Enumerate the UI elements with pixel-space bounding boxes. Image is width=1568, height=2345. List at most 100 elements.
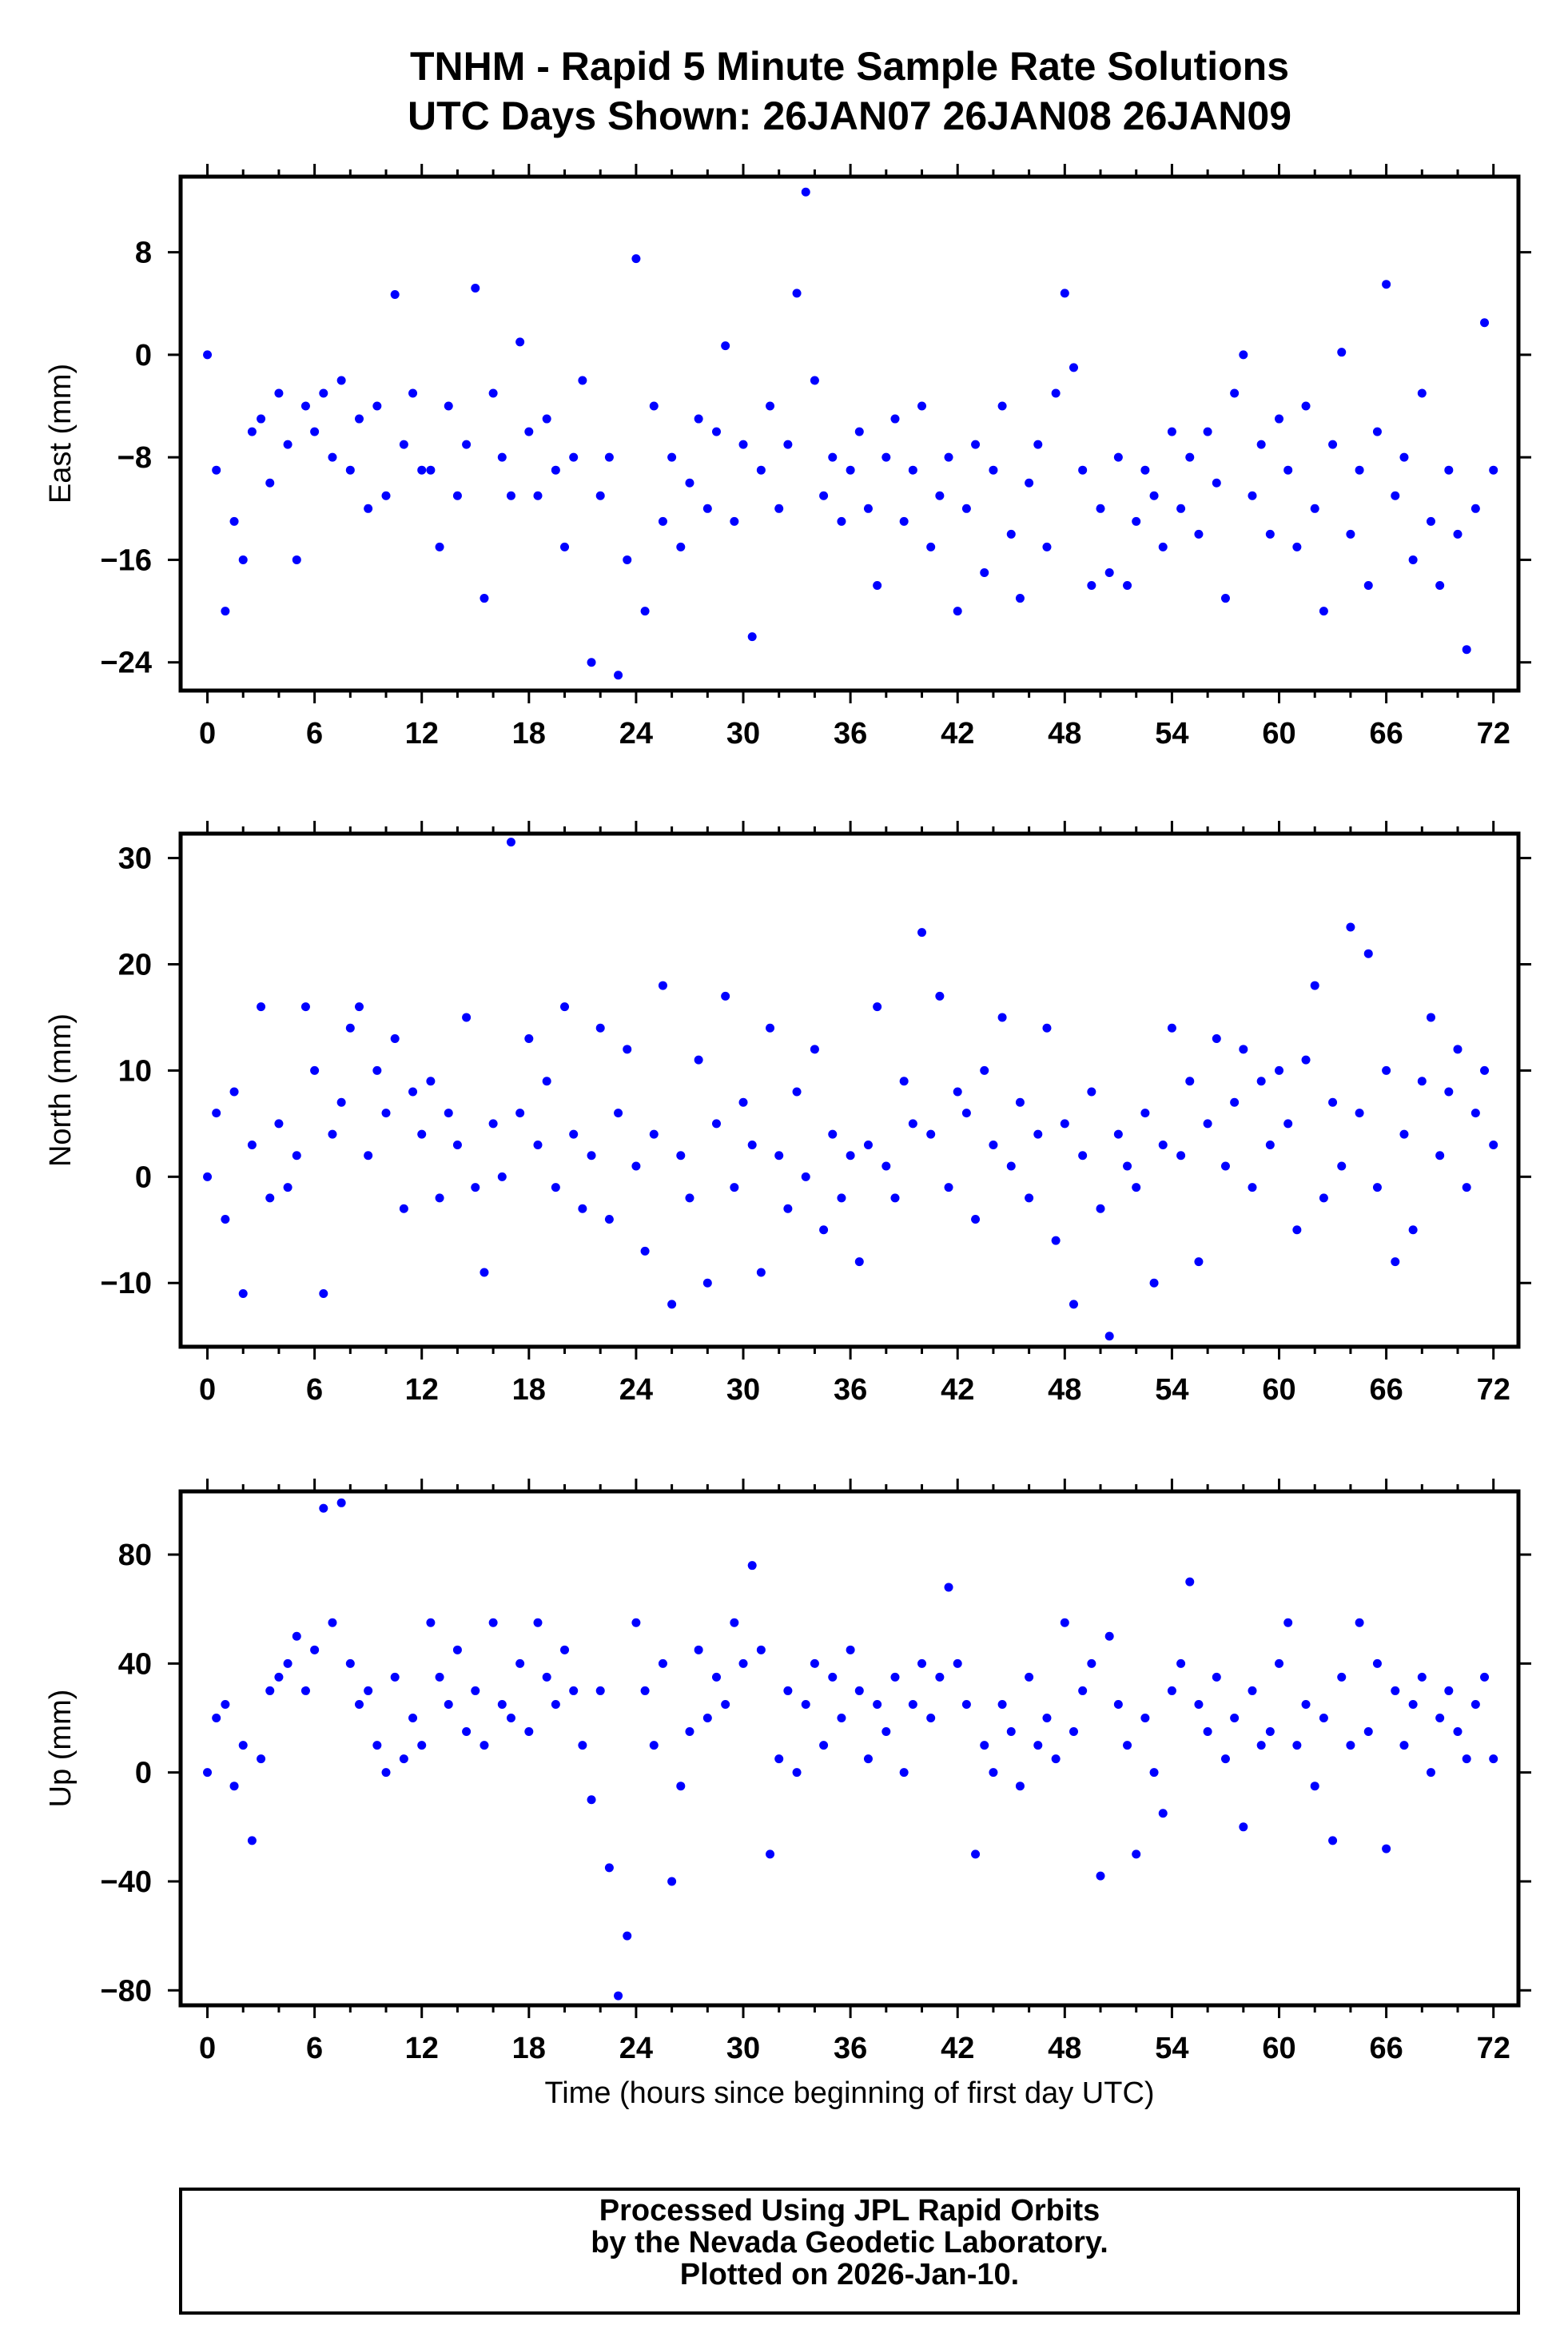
data-point <box>953 607 962 616</box>
data-point <box>882 452 891 462</box>
x-tick-label: 12 <box>405 2032 439 2065</box>
data-point <box>497 1699 507 1709</box>
data-point <box>221 1699 230 1709</box>
data-point <box>658 516 667 526</box>
data-point <box>238 555 248 564</box>
data-point <box>238 1289 248 1299</box>
plot-frame <box>178 831 1521 1349</box>
x-tick-label: 54 <box>1155 717 1188 750</box>
data-point <box>649 1741 659 1750</box>
data-point <box>961 1109 971 1118</box>
data-point <box>390 290 400 300</box>
data-point <box>1212 1672 1221 1682</box>
y-tick-label: −16 <box>101 543 152 577</box>
data-point <box>354 414 364 424</box>
data-point <box>926 1129 936 1139</box>
data-point <box>1113 452 1123 462</box>
data-point <box>766 401 775 411</box>
data-point <box>1372 1658 1382 1668</box>
data-point <box>676 1151 686 1161</box>
data-point <box>614 1109 623 1118</box>
data-point <box>221 607 230 616</box>
data-point <box>426 465 436 475</box>
data-point <box>640 1686 650 1695</box>
data-point <box>1158 1809 1168 1818</box>
data-point <box>640 607 650 616</box>
data-point <box>1301 1699 1311 1709</box>
x-tick-label: 42 <box>941 717 974 750</box>
x-tick-label: 72 <box>1477 717 1510 750</box>
data-point <box>1096 1871 1105 1881</box>
data-point <box>336 1498 346 1507</box>
x-tick-label: 30 <box>726 717 760 750</box>
y-tick-label: −10 <box>101 1267 152 1300</box>
data-point <box>372 1741 382 1750</box>
data-point <box>203 1768 213 1778</box>
data-point <box>1194 1699 1204 1709</box>
data-point <box>846 465 855 475</box>
data-point <box>292 1151 301 1161</box>
data-point <box>631 1161 641 1171</box>
data-point <box>801 1699 810 1709</box>
data-point <box>452 1645 462 1654</box>
data-point <box>873 1699 882 1709</box>
data-point <box>1391 1686 1400 1695</box>
data-point <box>1363 1727 1373 1737</box>
data-point <box>623 1931 632 1941</box>
data-point <box>1355 465 1364 475</box>
data-point <box>819 1225 829 1235</box>
footer-box: Processed Using JPL Rapid Orbits by the … <box>179 2188 1520 2315</box>
data-point <box>926 542 936 551</box>
data-point <box>1256 1077 1266 1086</box>
data-point <box>1194 1257 1204 1267</box>
data-point <box>1025 1672 1034 1682</box>
data-point <box>1462 1754 1471 1764</box>
data-point <box>345 1023 355 1033</box>
data-point <box>1203 427 1212 436</box>
data-point <box>828 1129 838 1139</box>
data-point <box>846 1645 855 1654</box>
data-point <box>506 838 515 847</box>
data-point <box>247 1140 257 1149</box>
chart-subtitle: UTC Days Shown: 26JAN07 26JAN08 26JAN09 <box>408 94 1291 138</box>
data-point <box>702 1278 712 1288</box>
data-point <box>766 1023 775 1033</box>
data-point <box>1319 1714 1328 1723</box>
data-point <box>1132 1183 1141 1192</box>
data-point <box>1435 1714 1445 1723</box>
data-point <box>1025 1193 1034 1203</box>
data-point <box>247 427 257 436</box>
data-point <box>882 1727 891 1737</box>
data-point <box>515 1109 525 1118</box>
data-point <box>756 465 766 475</box>
data-point <box>935 991 945 1001</box>
data-point <box>462 1727 472 1737</box>
y-tick-label: −40 <box>101 1865 152 1899</box>
data-point <box>640 1246 650 1256</box>
data-point <box>283 440 293 449</box>
data-point <box>1123 581 1132 591</box>
data-point <box>435 1193 444 1203</box>
data-point <box>604 1214 614 1224</box>
data-point <box>560 542 570 551</box>
data-point <box>1256 1741 1266 1750</box>
data-point <box>1363 949 1373 958</box>
data-point <box>1167 1023 1176 1033</box>
data-point <box>1408 1699 1418 1709</box>
y-axis-label: East (mm) <box>44 364 78 504</box>
data-point <box>1292 1741 1302 1750</box>
data-point <box>364 1151 373 1161</box>
data-point <box>917 401 927 411</box>
data-point <box>766 1849 775 1859</box>
data-point <box>488 388 498 398</box>
x-axis-label: Time (hours since beginning of first day… <box>544 2076 1154 2110</box>
data-point <box>229 1782 239 1791</box>
data-point <box>711 1672 721 1682</box>
data-point <box>399 1754 408 1764</box>
data-point <box>533 1140 543 1149</box>
data-point <box>283 1183 293 1192</box>
data-point <box>792 289 802 298</box>
data-point <box>738 440 748 449</box>
data-point <box>1104 1332 1114 1341</box>
